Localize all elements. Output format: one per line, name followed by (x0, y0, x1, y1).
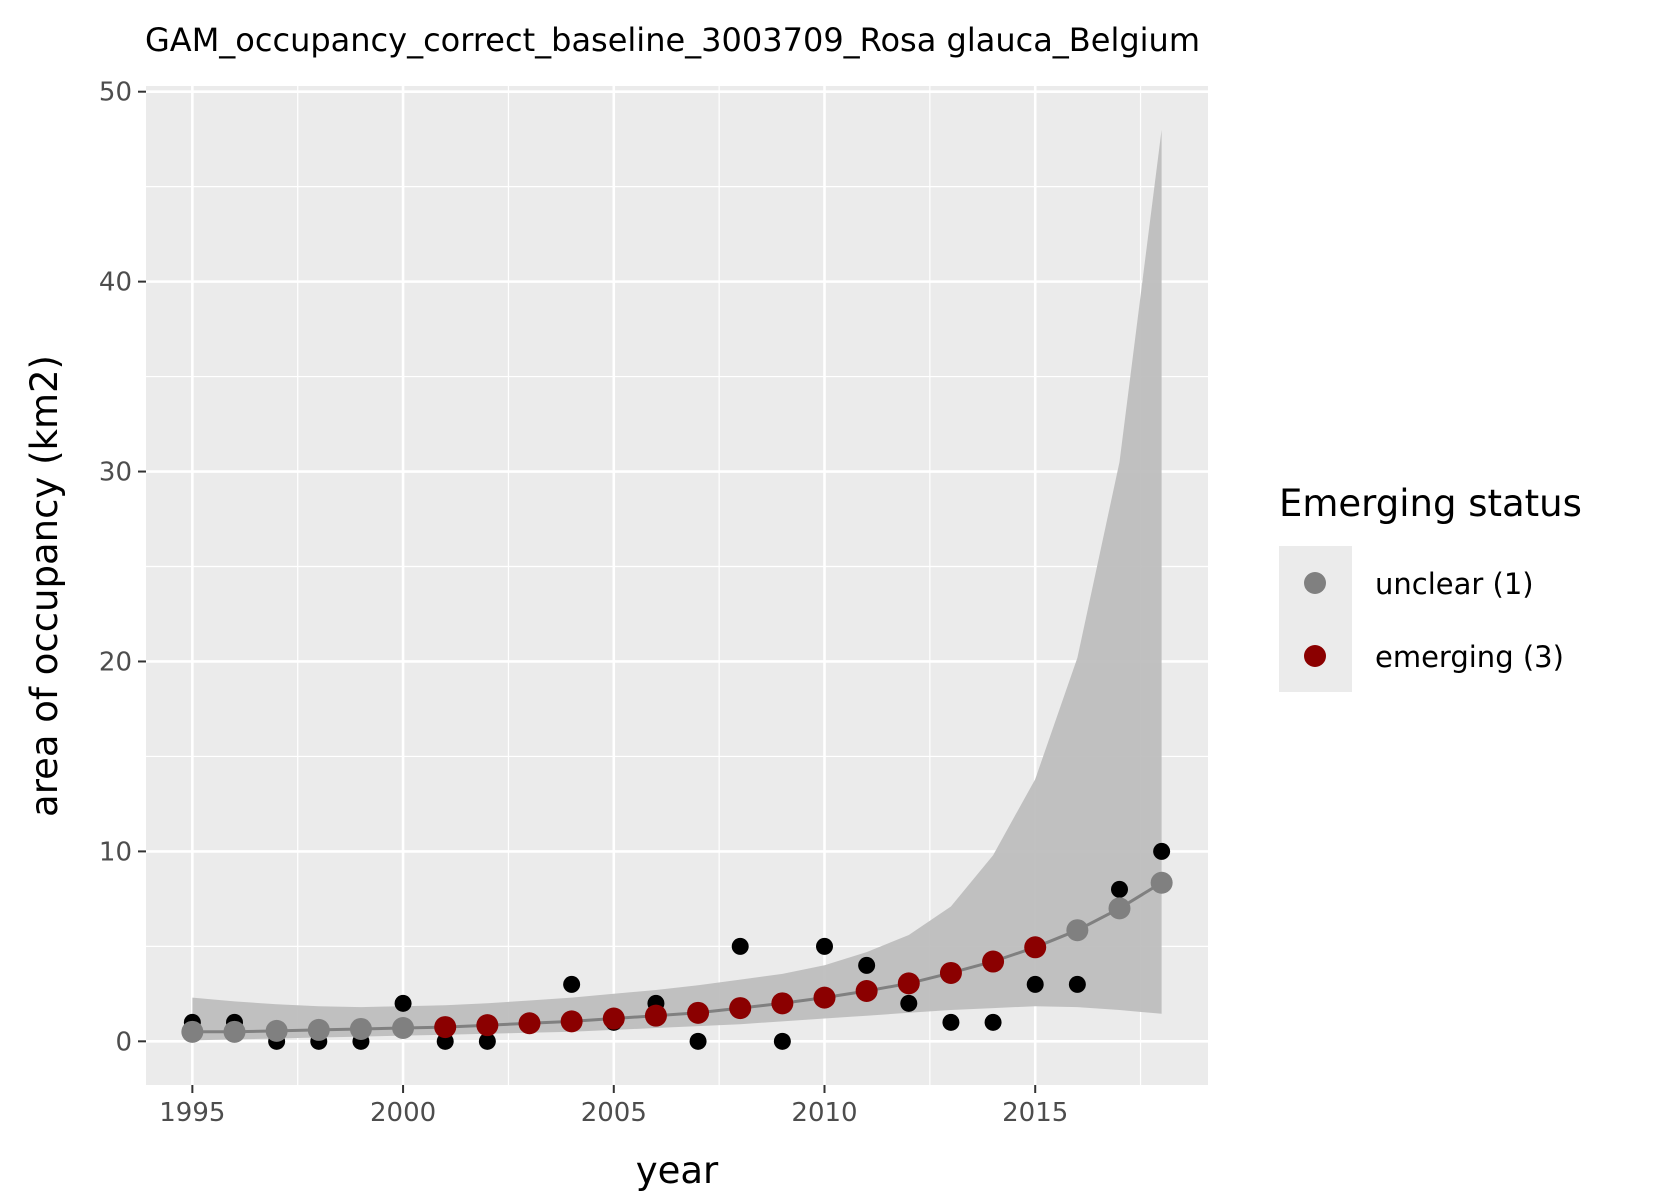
fit-point-emerging (729, 997, 752, 1020)
legend-label-emerging: emerging (3) (1375, 640, 1564, 674)
axes-layer: 1995 2000 2005 2010 2015 0 10 20 30 40 50 (99, 78, 1068, 1128)
legend-title: Emerging status (1279, 482, 1582, 525)
fit-point-emerging (982, 950, 1005, 973)
observed-point (394, 994, 412, 1012)
fit-point-emerging (939, 961, 962, 984)
y-tick-label: 0 (115, 1027, 132, 1057)
y-axis-title: area of occupancy (km2) (23, 355, 66, 817)
legend-key-unclear (1304, 572, 1326, 594)
y-tick-label: 30 (99, 458, 132, 488)
confidence-ribbon-layer (192, 129, 1162, 1041)
fit-point-unclear (307, 1018, 330, 1041)
observed-point (816, 937, 833, 955)
y-tick-label: 20 (99, 647, 132, 677)
observed-point (858, 956, 876, 974)
observed-point (1111, 880, 1128, 898)
x-tick-label: 2015 (1002, 1098, 1068, 1128)
fit-point-emerging (1024, 936, 1047, 959)
observed-point (900, 994, 918, 1012)
fit-point-unclear (1108, 897, 1131, 920)
observed-point (984, 1013, 1002, 1031)
y-tick-label: 10 (99, 837, 132, 867)
fit-point-unclear (265, 1019, 288, 1042)
observed-point (478, 1032, 496, 1050)
observed-point (563, 975, 581, 993)
fit-point-emerging (771, 992, 794, 1015)
observed-point (1153, 842, 1171, 860)
fit-point-unclear (349, 1017, 372, 1040)
x-tick-label: 1995 (159, 1098, 225, 1128)
fit-point-emerging (560, 1010, 583, 1033)
fit-point-emerging (813, 986, 836, 1009)
x-axis-title: year (636, 1149, 719, 1192)
fit-point-emerging (518, 1012, 541, 1035)
fit-point-emerging (644, 1004, 667, 1027)
legend-key-background (1279, 546, 1352, 692)
x-tick-label: 2010 (791, 1098, 857, 1128)
y-tick-label: 50 (99, 78, 132, 108)
legend-label-unclear: unclear (1) (1375, 567, 1534, 601)
minor-grid-lines (146, 86, 1208, 1085)
fit-point-emerging (687, 1001, 710, 1024)
observed-point (731, 937, 749, 955)
fit-point-unclear (1066, 919, 1089, 942)
observed-point (1026, 975, 1044, 993)
fit-point-emerging (434, 1016, 457, 1039)
fit-point-unclear (223, 1020, 246, 1043)
fit-point-unclear (181, 1020, 204, 1043)
legend: Emerging status unclear (1) emerging (3) (1279, 482, 1582, 692)
fit-point-emerging (476, 1014, 499, 1037)
fit-point-emerging (602, 1007, 625, 1030)
x-tick-label: 2005 (581, 1098, 647, 1128)
fit-point-emerging (855, 979, 878, 1002)
y-tick-label: 40 (99, 268, 132, 298)
fit-layer (181, 871, 1173, 1043)
observed-point (773, 1032, 791, 1050)
legend-key-emerging (1304, 645, 1326, 667)
fit-point-emerging (897, 972, 920, 995)
x-tick-label: 2000 (370, 1098, 436, 1128)
observed-point (942, 1013, 960, 1031)
observed-point (689, 1032, 707, 1050)
fit-point-unclear (392, 1017, 415, 1040)
observed-point (1068, 975, 1086, 993)
chart-title: GAM_occupancy_correct_baseline_3003709_R… (145, 21, 1200, 59)
confidence-ribbon (192, 129, 1162, 1041)
fit-point-unclear (1150, 871, 1173, 894)
